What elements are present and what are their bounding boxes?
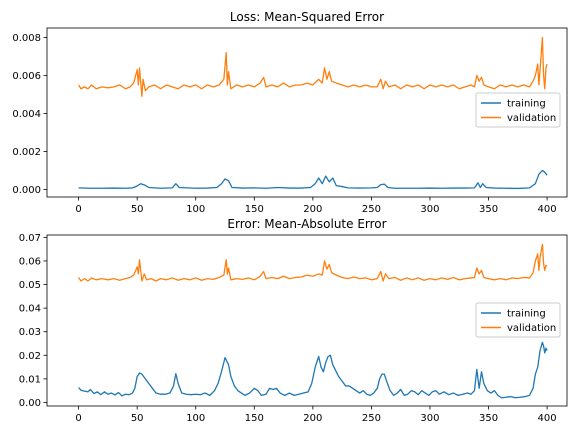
error-chart-title: Error: Mean-Absolute Error xyxy=(227,217,386,231)
error-plot-frame xyxy=(46,234,568,407)
loss-plot-frame xyxy=(46,27,568,198)
loss-x-tick-label: 400 xyxy=(538,204,557,215)
error-legend-box xyxy=(475,302,561,338)
loss-legend-label-training: training xyxy=(507,99,546,110)
error-x-tick-label: 100 xyxy=(186,413,205,424)
error-legend-label-training: training xyxy=(507,309,546,320)
loss-series-validation-line xyxy=(78,36,548,98)
loss-y-tick-label: 0.008 xyxy=(12,33,41,44)
loss-x-tick-label: 200 xyxy=(303,204,322,215)
loss-x-tick-label: 300 xyxy=(420,204,439,215)
error-legend-label-validation: validation xyxy=(507,323,556,334)
error-x-tick-label: 300 xyxy=(420,413,439,424)
loss-y-tick-label: 0.002 xyxy=(12,147,41,158)
loss-y-tick-label: 0.000 xyxy=(12,185,41,196)
loss-x-tick-label: 350 xyxy=(479,204,498,215)
loss-legend-label-validation: validation xyxy=(507,113,556,124)
loss-x-tick-label: 100 xyxy=(186,204,205,215)
error-y-tick-label: 0.03 xyxy=(19,327,41,338)
error-series-validation-line xyxy=(78,243,548,282)
loss-chart: Loss: Mean-Squared Error 0 50 100 150 200 250 3… xyxy=(12,10,568,215)
loss-series-training-line xyxy=(78,169,548,190)
error-x-tick-label: 0 xyxy=(75,413,81,424)
error-y-tick-label: 0.01 xyxy=(19,374,41,385)
error-x-tick-label: 50 xyxy=(131,413,144,424)
error-y-tick-label: 0.06 xyxy=(19,256,41,267)
error-y-tick-label: 0.04 xyxy=(19,304,41,315)
error-x-tick-label: 350 xyxy=(479,413,498,424)
loss-y-tick-label: 0.006 xyxy=(12,71,41,82)
error-chart: Error: Mean-Absolute Error 0 50 100 150 200 25… xyxy=(19,217,568,424)
loss-x-tick-label: 250 xyxy=(362,204,381,215)
loss-legend-box xyxy=(475,92,561,128)
loss-x-tick-label: 0 xyxy=(75,204,81,215)
loss-x-tick-label: 150 xyxy=(245,204,264,215)
error-x-tick-label: 200 xyxy=(303,413,322,424)
error-series-training-line xyxy=(78,341,548,399)
error-legend: training validation xyxy=(475,302,561,338)
loss-chart-title: Loss: Mean-Squared Error xyxy=(230,10,384,24)
loss-x-tick-label: 50 xyxy=(131,204,144,215)
error-y-tick-label: 0.07 xyxy=(19,233,41,244)
error-y-tick-label: 0.05 xyxy=(19,280,41,291)
loss-legend: training validation xyxy=(475,92,561,128)
error-x-tick-label: 400 xyxy=(538,413,557,424)
error-y-tick-label: 0.02 xyxy=(19,351,41,362)
error-y-tick-label: 0.00 xyxy=(19,398,41,409)
loss-y-tick-label: 0.004 xyxy=(12,109,41,120)
error-x-tick-label: 250 xyxy=(362,413,381,424)
error-x-tick-label: 150 xyxy=(245,413,264,424)
